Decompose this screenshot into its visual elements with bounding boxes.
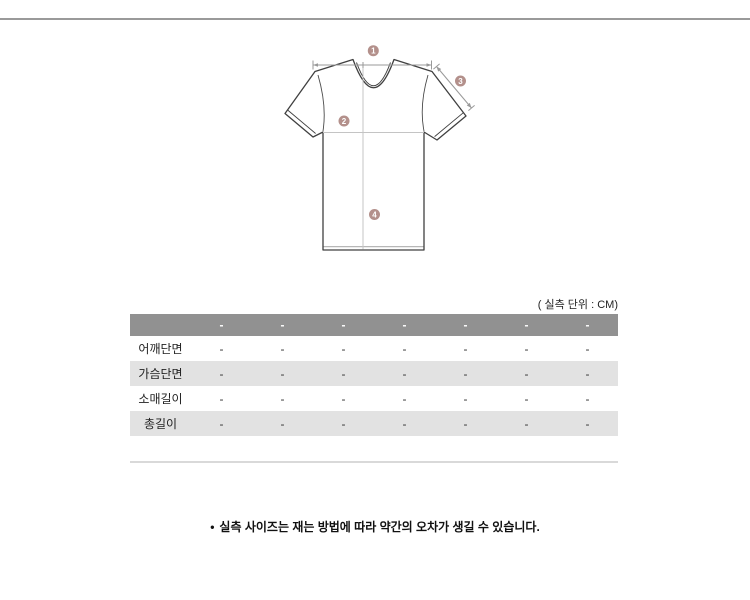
size-spec-table: - - - - - - - 어깨단면 - - - - - - - 가슴단면: [130, 314, 618, 436]
tshirt-diagram-svg: 1 2 3 4: [284, 45, 475, 251]
collar-inner-line: [356, 62, 391, 86]
cell-value: -: [374, 336, 435, 361]
bullet-icon: •: [210, 520, 215, 534]
tshirt-outline: [284, 58, 467, 251]
cell-value: -: [435, 411, 496, 436]
cell-value: -: [191, 361, 252, 386]
header-cell: -: [557, 314, 618, 336]
cell-value: -: [313, 336, 374, 361]
measure-marker-2: 2: [338, 115, 350, 127]
cell-value: -: [435, 386, 496, 411]
table-row-sleeve: 소매길이 - - - - - - -: [130, 386, 618, 411]
table-row-shoulder: 어깨단면 - - - - - - -: [130, 336, 618, 361]
measure-marker-1: 1: [367, 45, 379, 57]
marker-2-number: 2: [342, 117, 347, 126]
measure-note: • 실측 사이즈는 재는 방법에 따라 약간의 오차가 생길 수 있습니다.: [0, 518, 750, 535]
top-divider: [0, 18, 750, 20]
cell-value: -: [252, 361, 313, 386]
cell-value: -: [557, 386, 618, 411]
cell-value: -: [374, 411, 435, 436]
cell-value: -: [496, 336, 557, 361]
sleeve-arrow-top: [436, 66, 442, 72]
cell-value: -: [313, 361, 374, 386]
cell-value: -: [313, 411, 374, 436]
marker-1-number: 1: [371, 47, 376, 56]
measure-marker-4: 4: [369, 209, 380, 220]
measure-unit-label: ( 실측 단위 : CM): [537, 299, 618, 311]
measure-note-text: 실측 사이즈는 재는 방법에 따라 약간의 오차가 생길 수 있습니다.: [219, 520, 540, 534]
cell-value: -: [557, 336, 618, 361]
cell-value: -: [252, 336, 313, 361]
row-label: 어깨단면: [130, 336, 191, 361]
right-armhole-seam: [421, 74, 429, 132]
cell-value: -: [191, 336, 252, 361]
cell-value: -: [252, 386, 313, 411]
header-cell: -: [435, 314, 496, 336]
cell-value: -: [496, 361, 557, 386]
right-cuff-line: [434, 112, 464, 137]
table-row-length: 총길이 - - - - - - -: [130, 411, 618, 436]
measure-marker-3: 3: [455, 75, 466, 87]
cell-value: -: [435, 336, 496, 361]
cell-value: -: [313, 386, 374, 411]
row-label: 가슴단면: [130, 361, 191, 386]
table-row-chest: 가슴단면 - - - - - - -: [130, 361, 618, 386]
header-cell: -: [496, 314, 557, 336]
tshirt-measure-diagram: 1 2 3 4: [270, 30, 490, 270]
header-cell: -: [313, 314, 374, 336]
shoulder-arrow-left: [313, 63, 318, 67]
cell-value: -: [252, 411, 313, 436]
cell-value: -: [496, 386, 557, 411]
left-cuff-line: [287, 109, 316, 134]
row-label: 소매길이: [130, 386, 191, 411]
header-cell-label: [130, 314, 191, 336]
bottom-divider: [130, 461, 618, 463]
marker-3-number: 3: [458, 77, 463, 86]
cell-value: -: [191, 386, 252, 411]
cell-value: -: [435, 361, 496, 386]
left-armhole-seam: [317, 74, 325, 132]
row-label: 총길이: [130, 411, 191, 436]
size-table-header-row: - - - - - - -: [130, 314, 618, 336]
cell-value: -: [374, 386, 435, 411]
cell-value: -: [496, 411, 557, 436]
cell-value: -: [557, 411, 618, 436]
cell-value: -: [374, 361, 435, 386]
cell-value: -: [557, 361, 618, 386]
sleeve-arrow-bottom: [466, 102, 472, 108]
header-cell: -: [191, 314, 252, 336]
header-cell: -: [374, 314, 435, 336]
cell-value: -: [191, 411, 252, 436]
header-cell: -: [252, 314, 313, 336]
marker-4-number: 4: [372, 210, 377, 219]
shoulder-arrow-right: [426, 63, 432, 67]
